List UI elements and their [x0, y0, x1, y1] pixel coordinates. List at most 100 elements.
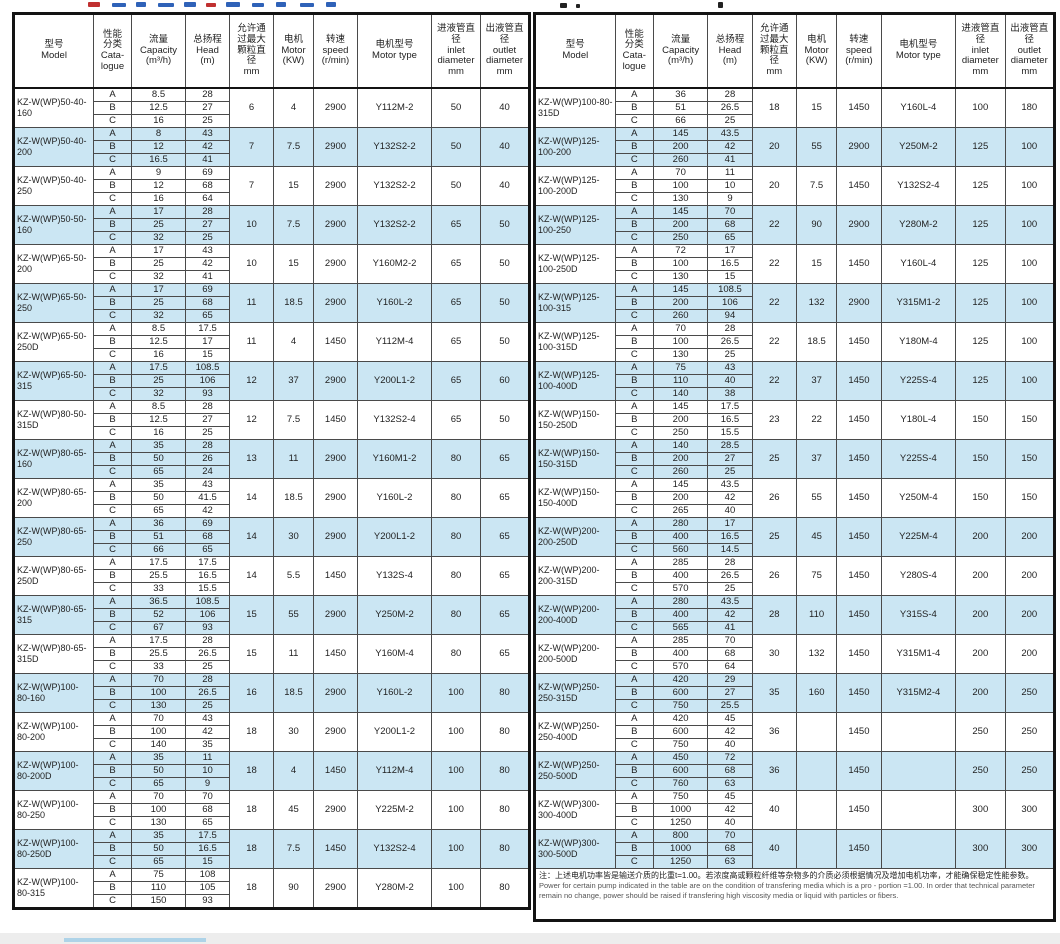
capacity-cell: 280 [652, 517, 709, 531]
motor-cell: 45 [795, 517, 838, 557]
catalogue-cell: C [614, 387, 654, 401]
head-cell: 26.5 [707, 569, 753, 583]
outlet-cell: 80 [480, 868, 530, 909]
head-cell: 45 [707, 712, 753, 726]
motor-cell: 75 [795, 556, 838, 596]
catalogue-cell: C [93, 777, 132, 791]
particle-cell: 22 [751, 244, 797, 284]
table-row: C 250 65 [535, 231, 1055, 245]
head-cell: 17.5 [185, 322, 230, 336]
particle-cell: 7 [229, 166, 274, 206]
inlet-cell: 300 [955, 790, 1006, 830]
title-fragment [184, 2, 196, 7]
inlet-cell: 125 [955, 166, 1006, 206]
model-cell: KZ-W(WP)250-250-500D [534, 751, 616, 791]
capacity-cell: 140 [131, 738, 186, 752]
motor-cell: 132 [795, 634, 838, 674]
speed-cell: 1450 [836, 166, 882, 206]
capacity-cell: 145 [652, 478, 709, 492]
catalogue-cell: A [614, 673, 654, 687]
head-cell: 43.5 [707, 478, 753, 492]
table-row: B 12 68 [14, 179, 530, 193]
capacity-cell: 8 [131, 127, 186, 141]
head-cell: 25 [707, 465, 753, 479]
particle-cell: 15 [229, 634, 274, 674]
head-cell: 17.5 [707, 400, 753, 414]
particle-cell: 40 [751, 829, 797, 869]
model-cell: KZ-W(WP)100-80-200 [13, 712, 94, 752]
table-row: KZ-W(WP)50-40-250 A 9 69 7 15 2900 Y132S2-2 50 40 [13, 166, 530, 206]
col-header-particle: 允许通 过最大 颗粒直径 mm [229, 13, 274, 89]
model-cell: KZ-W(WP)80-65-315 [13, 595, 94, 635]
inlet-cell: 150 [955, 439, 1006, 479]
col-header-motor_type: 电机型号 Motor type [880, 13, 957, 89]
catalogue-cell: A [93, 790, 132, 804]
head-cell: 26.5 [707, 101, 753, 115]
speed-cell: 1450 [836, 829, 882, 869]
capacity-cell: 250 [652, 426, 709, 440]
capacity-cell: 75 [652, 361, 709, 375]
catalogue-cell: A [614, 400, 654, 414]
catalogue-cell: A [614, 556, 654, 570]
outlet-cell: 65 [480, 634, 530, 674]
head-cell: 65 [185, 816, 230, 830]
table-row: B 400 26.5 [535, 569, 1055, 583]
catalogue-cell: C [93, 504, 132, 518]
outlet-cell: 250 [1004, 673, 1056, 713]
speed-cell: 2900 [313, 283, 358, 323]
table-row: B 50 10 [14, 764, 530, 778]
motor-cell: 4 [273, 751, 314, 791]
outlet-cell: 100 [1004, 322, 1056, 362]
motor-cell: 30 [273, 517, 314, 557]
capacity-cell: 32 [131, 387, 186, 401]
motor-cell: 4 [273, 87, 314, 128]
particle-cell: 18 [229, 712, 274, 752]
head-cell: 16.5 [185, 569, 230, 583]
table-row: KZ-W(WP)80-50-315D A 8.5 28 12 7.5 1450 Y132S2-… [13, 400, 530, 440]
head-cell: 108.5 [707, 283, 753, 297]
capacity-cell: 145 [652, 127, 709, 141]
head-cell: 27 [185, 218, 230, 232]
outlet-cell: 60 [480, 361, 530, 401]
motor-cell: 7.5 [273, 205, 314, 245]
head-cell: 43.5 [707, 595, 753, 609]
motor-type-cell: Y280S-4 [880, 556, 957, 596]
catalogue-cell: C [614, 231, 654, 245]
table-row: B 50 16.5 [14, 842, 530, 856]
capacity-cell: 130 [652, 192, 709, 206]
catalogue-cell: B [614, 296, 654, 310]
speed-cell: 2900 [836, 205, 882, 245]
table-row: C 66 65 [14, 543, 530, 557]
particle-cell: 20 [751, 166, 797, 206]
model-cell: KZ-W(WP)65-50-250D [13, 322, 94, 362]
col-header-speed: 转速 speed (r/min) [313, 13, 358, 89]
catalogue-cell: B [614, 686, 654, 700]
head-cell: 27 [707, 452, 753, 466]
head-cell: 9 [185, 777, 230, 791]
catalogue-cell: C [93, 387, 132, 401]
model-cell: KZ-W(WP)100-80-315D [534, 87, 616, 128]
catalogue-cell: A [93, 556, 132, 570]
col-header-outlet: 出液管直径 outlet diameter mm [480, 13, 530, 89]
speed-cell: 2900 [313, 244, 358, 284]
capacity-cell: 70 [131, 790, 186, 804]
catalogue-cell: B [93, 608, 132, 622]
motor-type-cell: Y112M-4 [357, 322, 432, 362]
table-row: C 750 40 [535, 738, 1055, 752]
inlet-cell: 50 [431, 127, 481, 167]
catalogue-cell: C [614, 582, 654, 596]
capacity-cell: 12.5 [131, 101, 186, 115]
catalogue-cell: C [614, 114, 654, 128]
capacity-cell: 17.5 [131, 361, 186, 375]
outlet-cell: 180 [1004, 87, 1056, 128]
head-cell: 40 [707, 374, 753, 388]
capacity-cell: 17.5 [131, 634, 186, 648]
table-row: B 1000 68 [535, 842, 1055, 856]
motor-cell: 15 [273, 166, 314, 206]
model-cell: KZ-W(WP)80-50-315D [13, 400, 94, 440]
capacity-cell: 565 [652, 621, 709, 635]
note-text-zh: 注：上述电机功率皆是输送介质的比重t=1.00。若浓度高或颗粒纤维等杂物多的介质… [539, 871, 1034, 880]
inlet-cell: 100 [955, 87, 1006, 128]
head-cell: 42 [185, 140, 230, 154]
pump-spec-table-left-wrap: 型号 Model 性能 分类 Cata-logue 流量 Capacity (m³/h) 总扬程… [12, 12, 531, 910]
